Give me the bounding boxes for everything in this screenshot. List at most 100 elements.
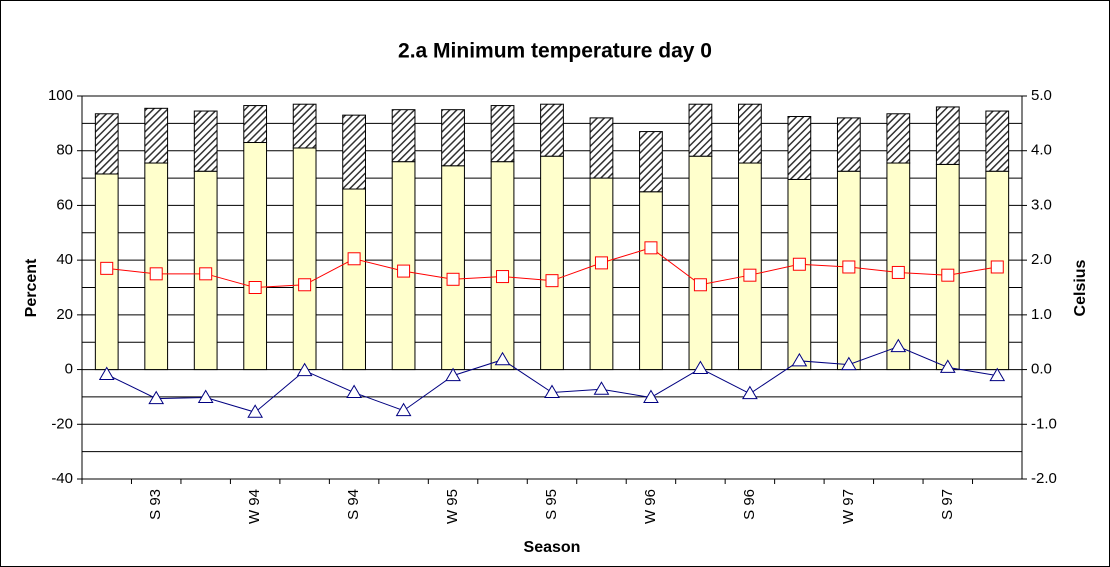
bar: [540, 155, 564, 371]
marker: [248, 281, 262, 294]
plot-frame: [81, 95, 1023, 480]
marker: [792, 257, 806, 271]
bar: [193, 110, 218, 172]
y2-tick-label: 5.0: [1031, 87, 1052, 104]
marker: [446, 272, 460, 286]
bar: [589, 117, 614, 179]
bar: [639, 131, 663, 193]
marker: [840, 356, 857, 371]
x-tick-label: S 97: [939, 489, 956, 520]
marker: [941, 268, 955, 282]
marker: [939, 359, 956, 373]
bar: [342, 114, 366, 190]
x-tick-label: W 96: [642, 489, 659, 524]
bar: [342, 188, 366, 371]
y-tick-label: 0: [65, 361, 73, 378]
marker: [545, 274, 559, 288]
y2-tick-label: -1.0: [1031, 415, 1057, 432]
bar: [688, 155, 713, 371]
marker: [100, 261, 114, 275]
y2-tick-label: 3.0: [1031, 196, 1052, 213]
bar: [441, 109, 465, 167]
bar: [490, 105, 515, 163]
y-tick-label: 40: [56, 251, 73, 268]
chart-title: 2.a Minimum temperature day 0: [398, 40, 712, 63]
x-tick-label: S 94: [345, 489, 362, 520]
bar: [94, 113, 119, 175]
y2-tick-label: 1.0: [1031, 306, 1052, 323]
marker: [149, 267, 163, 281]
x-axis-title: Season: [524, 539, 581, 556]
marker: [643, 389, 659, 403]
bar: [243, 142, 268, 371]
bar: [935, 163, 960, 371]
y-tick-label: -40: [51, 470, 73, 487]
marker: [496, 270, 510, 284]
bar: [292, 103, 317, 149]
marker: [445, 367, 461, 382]
bar: [441, 165, 465, 371]
bar: [540, 103, 564, 157]
bar: [589, 177, 614, 371]
marker: [791, 352, 808, 367]
y-tick-label: -20: [51, 415, 73, 432]
marker: [395, 402, 412, 417]
bar: [243, 105, 268, 144]
marker: [544, 384, 560, 399]
marker: [842, 260, 856, 274]
marker: [494, 351, 511, 366]
x-tick-label: W 97: [840, 489, 857, 524]
bar: [639, 191, 663, 371]
y2-axis-title: Celsius: [1072, 259, 1089, 316]
marker: [298, 278, 312, 292]
y-tick-label: 20: [56, 306, 73, 323]
marker: [693, 278, 707, 292]
y2-tick-label: 4.0: [1031, 142, 1052, 159]
y2-tick-label: 2.0: [1031, 251, 1052, 268]
x-tick-label: S 95: [543, 489, 560, 520]
x-tick-label: W 94: [246, 489, 263, 524]
bar: [886, 113, 911, 164]
marker: [594, 256, 608, 270]
bar: [391, 109, 416, 163]
marker: [197, 389, 214, 403]
bar: [688, 103, 713, 157]
y-tick-label: 100: [48, 87, 73, 104]
bar: [787, 116, 812, 180]
marker: [593, 381, 610, 395]
bar: [144, 162, 169, 371]
y-axis-title: Percent: [23, 258, 40, 317]
bar: [738, 162, 762, 371]
bar: [490, 161, 515, 371]
marker: [692, 360, 709, 374]
marker: [891, 265, 905, 279]
y-tick-label: 80: [56, 142, 73, 159]
marker: [743, 268, 757, 282]
y2-tick-label: -2.0: [1031, 470, 1057, 487]
y2-tick-label: 0.0: [1031, 361, 1052, 378]
marker: [199, 267, 213, 281]
marker: [989, 367, 1006, 382]
bar: [935, 106, 960, 165]
x-tick-label: W 95: [444, 489, 461, 524]
marker: [247, 404, 264, 418]
bar: [836, 117, 861, 172]
bar: [787, 178, 812, 371]
marker: [990, 260, 1004, 274]
marker: [296, 362, 313, 377]
marker: [148, 390, 165, 405]
bar: [292, 147, 317, 371]
x-tick-label: S 93: [147, 489, 164, 520]
y-tick-label: 60: [56, 196, 73, 213]
bar: [144, 107, 169, 164]
marker: [742, 385, 758, 400]
marker: [98, 366, 115, 380]
marker: [346, 384, 362, 399]
marker: [397, 264, 411, 278]
marker: [890, 338, 907, 353]
marker: [347, 252, 361, 266]
x-tick-label: S 96: [741, 489, 758, 520]
bar: [738, 103, 762, 164]
bar: [985, 110, 1010, 172]
